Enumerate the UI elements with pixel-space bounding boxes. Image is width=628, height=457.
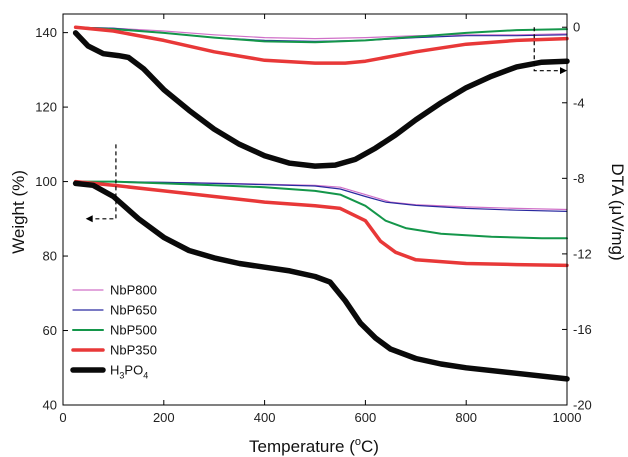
- legend-label-nbp650: NbP650: [110, 303, 157, 318]
- y-axis-left-title: Weight (%): [9, 170, 28, 254]
- y-right-tick-label: -4: [573, 95, 585, 110]
- y-right-tick-label: -20: [573, 398, 592, 413]
- y-right-tick-label: -8: [573, 171, 585, 186]
- y-left-tick-label: 140: [35, 25, 57, 40]
- series-nbp650-weight-line: [74, 181, 568, 212]
- x-tick-label: 1000: [553, 410, 582, 425]
- y-left-tick-label: 100: [35, 174, 57, 189]
- legend-label-h3po4: H3PO4: [110, 363, 148, 381]
- y-right-tick-label: -12: [573, 246, 592, 261]
- series-nbp350-weight-line: [73, 179, 569, 268]
- legend: NbP800 NbP650 NbP500 NbP350 H3PO4: [70, 283, 157, 381]
- y-left-tick-label: 60: [43, 323, 57, 338]
- legend-label-nbp800: NbP800: [110, 283, 157, 298]
- y-left-tick-label: 120: [35, 100, 57, 115]
- series-nbp800-dta-line: [74, 26, 568, 40]
- y-left-tick-label: 40: [43, 398, 57, 413]
- legend-label-nbp350: NbP350: [110, 343, 157, 358]
- legend-label-nbp500: NbP500: [110, 323, 157, 338]
- y-axis-right-title: DTA (μV/mg): [608, 163, 627, 260]
- plot-frame: [62, 13, 568, 406]
- x-tick-label: 400: [254, 410, 276, 425]
- x-axis-title: Temperature (oC): [249, 436, 379, 456]
- x-tick-label: 800: [455, 410, 477, 425]
- x-tick-label: 200: [153, 410, 175, 425]
- series-h3po4-dta-line: [72, 30, 570, 169]
- y-left-tick-label: 80: [43, 249, 57, 264]
- x-tick-label: 0: [59, 410, 66, 425]
- axes: 0 200 400 600 800 1000 40 60 80 100 120 140 0 -4 -8 -12…: [35, 13, 592, 425]
- annotation-left-arrow-path: [85, 144, 117, 220]
- plot-area: [72, 25, 570, 382]
- series-nbp350-dta-line: [73, 25, 569, 65]
- annotation-left-arrow-head: [85, 215, 93, 223]
- y-right-tick-label: 0: [573, 20, 580, 35]
- series-nbp500-dta-line: [74, 26, 568, 44]
- series-nbp500-weight-line: [74, 180, 568, 240]
- series-h3po4-weight-line: [72, 180, 570, 382]
- annotation-right-arrow-path: [533, 27, 567, 72]
- y-right-tick-label: -16: [573, 322, 592, 337]
- annotation-right-arrow-head: [560, 67, 567, 75]
- x-tick-label: 600: [355, 410, 377, 425]
